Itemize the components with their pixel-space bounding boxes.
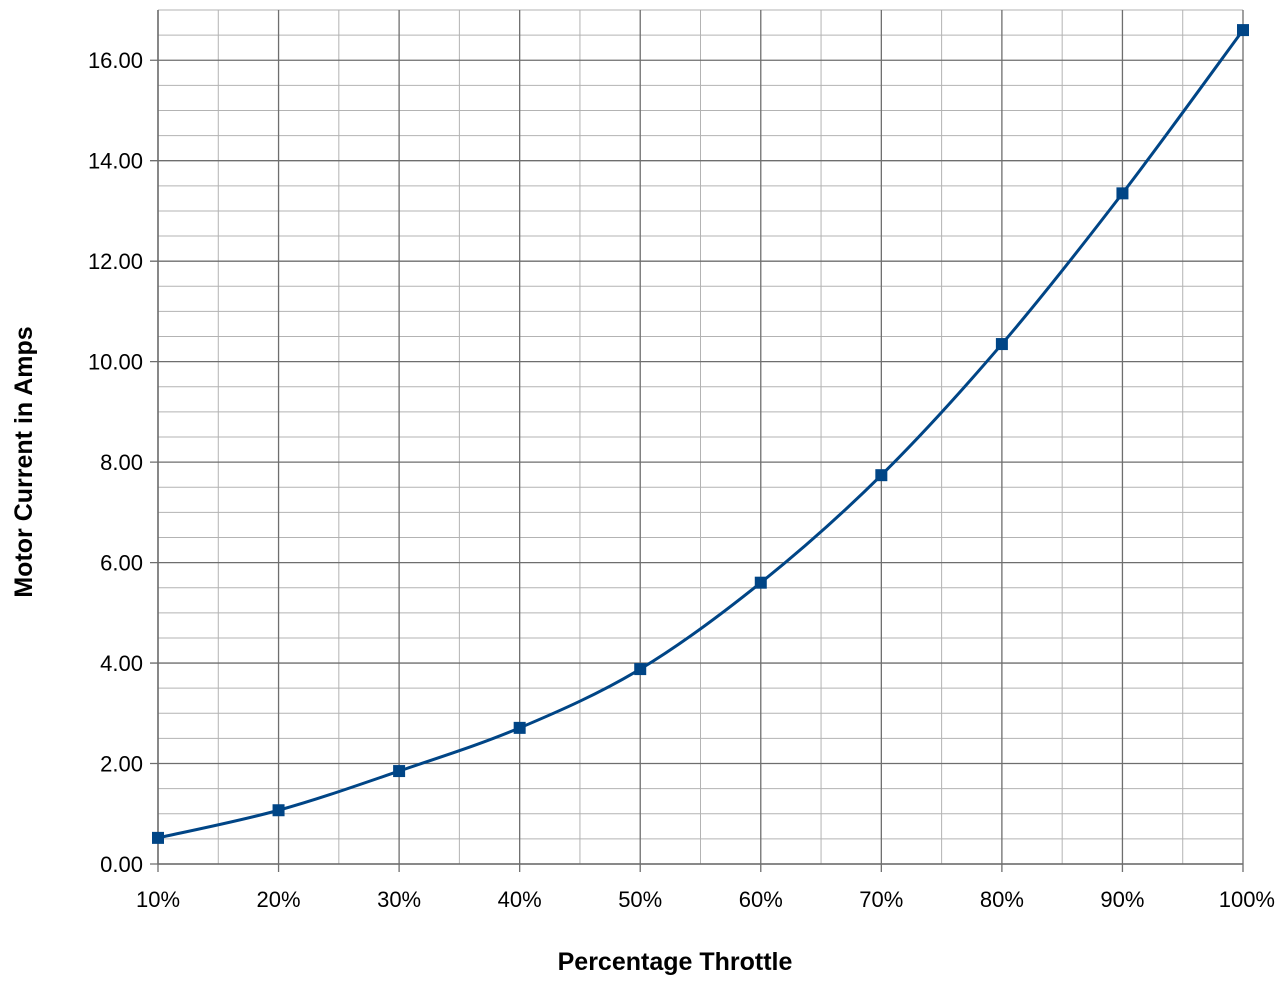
x-tick-label: 100%: [1219, 887, 1275, 912]
data-point-marker: [152, 831, 164, 844]
x-tick-label: 60%: [739, 887, 783, 912]
data-point-marker: [995, 338, 1008, 351]
data-point-marker: [875, 469, 888, 482]
y-tick-label: 2.00: [100, 752, 143, 777]
data-point-marker: [754, 576, 767, 589]
major-grid: [150, 10, 1244, 872]
y-tick-label: 10.00: [88, 350, 143, 375]
data-point-marker: [272, 804, 285, 817]
y-tick-label: 6.00: [100, 551, 143, 576]
y-tick-label: 0.00: [100, 852, 143, 877]
y-tick-label: 16.00: [88, 48, 143, 73]
x-tick-label: 30%: [377, 887, 421, 912]
axes: [157, 10, 1243, 865]
y-tick-label: 8.00: [100, 450, 143, 475]
x-tick-label: 80%: [980, 887, 1024, 912]
data-point-marker: [393, 765, 406, 778]
minor-grid: [158, 9, 1243, 864]
data-point-marker: [1237, 24, 1249, 37]
y-axis-title: Motor Current in Amps: [10, 326, 38, 597]
x-tick-label: 70%: [859, 887, 903, 912]
x-tick-label: 10%: [136, 887, 180, 912]
data-point-marker: [1116, 187, 1129, 200]
x-tick-label: 50%: [618, 887, 662, 912]
series-group: [152, 24, 1249, 844]
x-axis-title: Percentage Throttle: [558, 948, 793, 976]
data-point-marker: [634, 663, 647, 676]
y-tick-label: 4.00: [100, 651, 143, 676]
x-tick-label: 20%: [257, 887, 301, 912]
x-tick-label: 40%: [498, 887, 542, 912]
series-line: [157, 29, 1245, 840]
y-tick-label: 14.00: [88, 149, 143, 174]
x-tick-label: 90%: [1100, 887, 1144, 912]
y-tick-labels: 0.00 2.00 4.00 6.00 8.00 10.00 12.00 14.00 16.00: [88, 48, 143, 877]
x-tick-labels: 10% 20% 30% 40% 50% 60% 70% 80% 90% 100%: [136, 887, 1275, 912]
data-point-marker: [513, 721, 526, 734]
y-tick-label: 12.00: [88, 249, 143, 274]
